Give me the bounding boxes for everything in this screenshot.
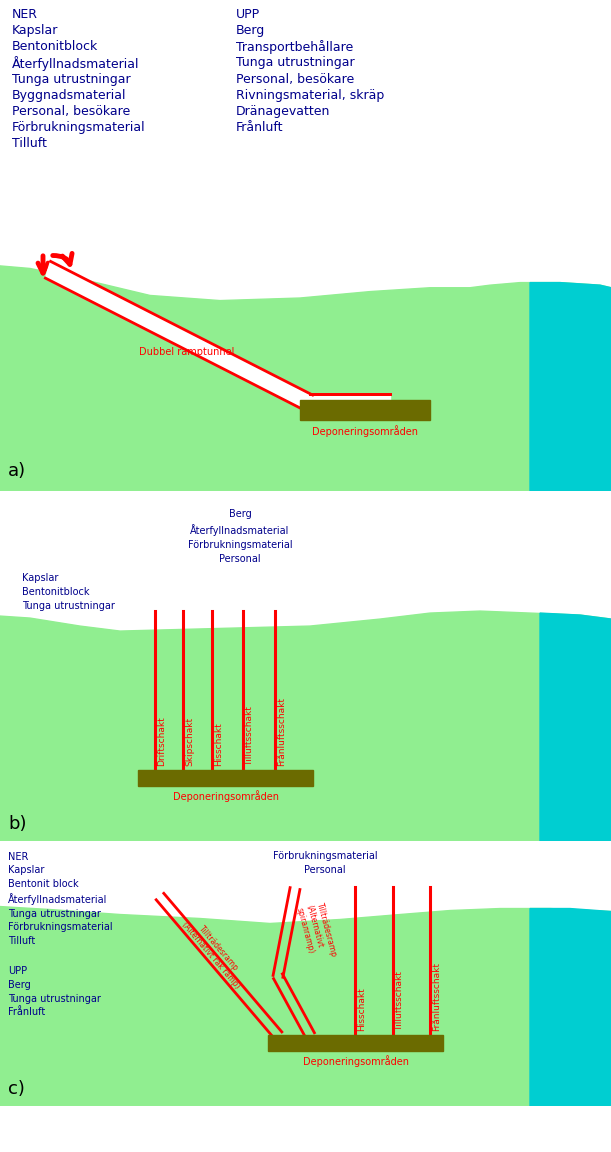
Text: Tunga utrustningar: Tunga utrustningar [12,73,131,85]
Text: b): b) [8,814,26,833]
Text: Deponeringsområden: Deponeringsområden [302,1055,409,1067]
Polygon shape [0,907,611,1106]
Text: Transportbehållare: Transportbehållare [236,40,353,54]
Polygon shape [530,282,611,491]
Text: Återfyllnadsmaterial: Återfyllnadsmaterial [12,56,140,71]
Text: Frånluftsschakt: Frånluftsschakt [432,962,441,1031]
Text: Tillträdesramp
(Alternativt rak ramp): Tillträdesramp (Alternativt rak ramp) [180,914,249,990]
Polygon shape [45,262,313,411]
Text: Frånluft: Frånluft [236,121,284,134]
Text: Tillträdesramp
(Alternativt
spirалramp): Tillträdesramp (Alternativt spirалramp) [295,902,338,963]
Text: Byggnadsmaterial: Byggnadsmaterial [12,89,126,101]
Text: Berg: Berg [236,24,265,37]
Polygon shape [540,613,611,841]
Text: Dränagevatten: Dränagevatten [236,105,331,118]
Polygon shape [0,266,611,491]
Text: Hisschakt: Hisschakt [357,987,366,1031]
Bar [138,770,313,786]
Text: Deponeringsområden: Deponeringsområden [312,425,418,437]
Text: Kapslar
Bentonitblock
Tunga utrustningar: Kapslar Bentonitblock Tunga utrustningar [22,573,115,611]
Text: Förbrukningsmaterial
Personal: Förbrukningsmaterial Personal [273,850,378,874]
Text: Tilluft: Tilluft [12,137,47,151]
Text: Hisschakt: Hisschakt [214,722,223,766]
Text: Tilluftsschakt: Tilluftsschakt [395,971,404,1031]
Text: Dubbel ramptunnel: Dubbel ramptunnel [139,347,235,357]
Text: Berg
Återfyllnadsmaterial
Förbrukningsmaterial
Personal: Berg Återfyllnadsmaterial Förbrukningsma… [188,509,292,564]
Text: Driftschakt: Driftschakt [157,717,166,766]
Bar [268,1036,443,1051]
Text: Personal, besökare: Personal, besökare [12,105,130,118]
Text: Deponeringsområden: Deponeringsområden [172,790,279,802]
Text: Skipschakt: Skipschakt [185,717,194,766]
Text: Tilluftsschakt: Tilluftsschakt [245,706,254,766]
Text: UPP: UPP [236,8,260,21]
Polygon shape [530,909,611,1106]
Text: c): c) [8,1079,25,1098]
Text: NER: NER [12,8,38,21]
Text: Rivningsmaterial, skräp: Rivningsmaterial, skräp [236,89,384,101]
Bar [300,400,430,420]
Text: UPP
Berg
Tunga utrustningar
Frånluft: UPP Berg Tunga utrustningar Frånluft [8,967,101,1017]
Text: Bentonitblock: Bentonitblock [12,40,98,53]
Polygon shape [310,394,390,412]
Text: Personal, besökare: Personal, besökare [236,73,354,85]
Text: Tunga utrustningar: Tunga utrustningar [236,56,354,69]
Text: NER
Kapslar
Bentonit block
Återfyllnadsmaterial
Tunga utrustningar
Förbrukningsm: NER Kapslar Bentonit block Återfyllnadsm… [8,851,112,946]
Text: Förbrukningsmaterial: Förbrukningsmaterial [12,121,146,134]
Text: Frånluftsschakt: Frånluftsschakt [277,697,286,766]
Polygon shape [0,611,611,841]
Text: a): a) [8,462,26,480]
Text: Kapslar: Kapslar [12,24,59,37]
